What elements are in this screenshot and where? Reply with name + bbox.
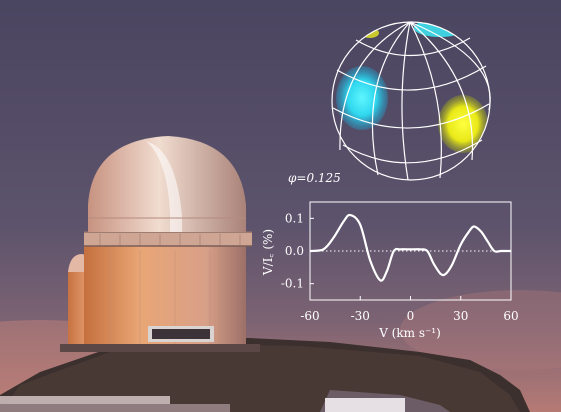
y-tick-label: 0.0 [285, 244, 304, 258]
cyan-spot [336, 66, 388, 130]
x-tick-label: 30 [453, 309, 468, 323]
stokes-v-plot: -60 -30 0 30 60 0.1 0.0 -0.1 V (km s⁻¹) V/I꜀ (… [261, 201, 519, 340]
x-ticks: -60 -30 0 30 60 [300, 296, 519, 323]
foreground-roof [325, 398, 405, 412]
y-tick-label: -0.1 [281, 277, 304, 291]
platform [60, 344, 260, 352]
stokes-v-curve [309, 213, 511, 282]
x-tick-label: -30 [351, 309, 370, 323]
horizon-glow-right [400, 290, 561, 370]
y-ticks: 0.1 0.0 -0.1 [281, 211, 314, 291]
phase-label: φ=0.125 [288, 171, 341, 185]
magnetic-star-sphere [331, 21, 491, 181]
yellow-spot [438, 95, 488, 153]
x-tick-label: -60 [300, 309, 319, 323]
x-tick-label: 60 [503, 309, 518, 323]
y-tick-label: 0.1 [285, 211, 304, 225]
y-axis-label: V/I꜀ (%) [261, 229, 275, 276]
x-axis-label: V (km s⁻¹) [378, 326, 441, 340]
gallery-ring [84, 232, 252, 246]
x-tick-label: 0 [407, 309, 415, 323]
dome-slit [146, 141, 182, 232]
